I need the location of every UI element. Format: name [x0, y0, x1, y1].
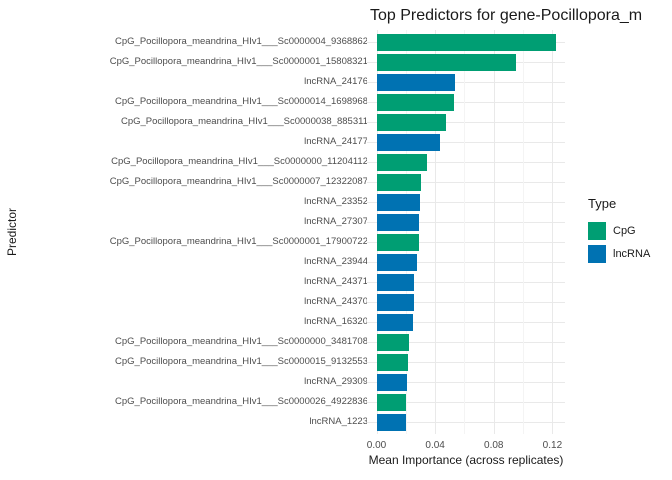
gridline-vertical-minor: [405, 30, 407, 434]
y-axis-labels: CpG_Pocillopora_meandrina_HIv1___Sc00000…: [109, 36, 368, 427]
plot-panel: [367, 30, 565, 434]
x-tick-label: 0.04: [425, 440, 445, 451]
y-tick-label: CpG_Pocillopora_meandrina_HIv1___Sc00000…: [115, 96, 368, 107]
legend-entry: CpG: [588, 222, 650, 240]
bar-lncrna: [376, 293, 414, 311]
bar-lncrna: [376, 213, 419, 231]
bar-lncrna: [376, 133, 440, 151]
bar-cpg: [376, 353, 408, 371]
y-tick-label: CpG_Pocillopora_meandrina_HIv1___Sc00000…: [115, 36, 368, 47]
y-tick-label: CpG_Pocillopora_meandrina_HIv1___Sc00000…: [109, 56, 368, 67]
y-tick-label: lncRNA_24176: [304, 76, 368, 87]
bar-lncrna: [376, 253, 417, 271]
gridline-horizontal: [367, 162, 565, 163]
gridline-horizontal: [367, 382, 565, 383]
bar-lncrna: [376, 313, 413, 331]
gridline-horizontal: [367, 342, 565, 343]
gridline-horizontal: [367, 262, 565, 263]
x-tick-label: 0.08: [484, 440, 504, 451]
legend-swatch-cpg: [588, 222, 606, 240]
y-tick-label: CpG_Pocillopora_meandrina_HIv1___Sc00000…: [111, 156, 368, 167]
gridline-horizontal: [367, 282, 565, 283]
gridline-horizontal: [367, 322, 565, 323]
gridline-horizontal: [367, 182, 565, 183]
bar-cpg: [376, 233, 419, 251]
legend-title: Type: [588, 196, 617, 211]
bar-lncrna: [376, 373, 407, 391]
gridline-vertical-major: [552, 30, 554, 434]
bar-cpg: [376, 153, 427, 171]
y-tick-label: CpG_Pocillopora_meandrina_HIv1___Sc00000…: [109, 236, 368, 247]
gridline-horizontal: [367, 102, 565, 103]
y-tick-label: CpG_Pocillopora_meandrina_HIv1___Sc00000…: [115, 336, 368, 347]
gridline-horizontal: [367, 122, 565, 123]
legend-label: CpG: [613, 225, 636, 237]
gridline-horizontal: [367, 222, 565, 223]
gridline-vertical-major: [435, 30, 437, 434]
y-tick-label: lncRNA_16320: [304, 316, 368, 327]
bar-cpg: [376, 113, 446, 131]
gridline-vertical-minor: [523, 30, 525, 434]
y-tick-label: lncRNA_24371: [304, 276, 368, 287]
y-tick-label: lncRNA_27307: [304, 216, 368, 227]
legend: Type CpG lncRNA: [588, 196, 650, 268]
bar-lncrna: [376, 273, 414, 291]
gridline-horizontal: [367, 302, 565, 303]
x-tick-label: 0.00: [366, 440, 387, 451]
gridline-horizontal: [367, 362, 565, 363]
legend-entries: CpG lncRNA: [588, 222, 650, 263]
gridline-horizontal: [367, 142, 565, 143]
y-tick-label: lncRNA_24177: [304, 136, 368, 147]
bar-lncrna: [376, 73, 455, 91]
gridline-horizontal: [367, 82, 565, 83]
gridline-horizontal: [367, 422, 565, 423]
gridline-horizontal: [367, 202, 565, 203]
bar-cpg: [376, 93, 454, 111]
bar-lncrna: [376, 413, 406, 431]
y-tick-label: lncRNA_23944: [304, 256, 368, 267]
bar-cpg: [376, 333, 409, 351]
bar-cpg: [376, 173, 421, 191]
y-tick-label: lncRNA_23352: [304, 196, 368, 207]
y-tick-label: CpG_Pocillopora_meandrina_HIv1___Sc00000…: [120, 116, 368, 127]
y-tick-label: CpG_Pocillopora_meandrina_HIv1___Sc00000…: [109, 176, 368, 187]
bar-cpg: [376, 33, 556, 51]
gridline-vertical-major: [493, 30, 495, 434]
plot-title: Top Predictors for gene-Pocillopora_m: [370, 7, 643, 24]
gridline-horizontal: [367, 402, 565, 403]
gridline-horizontal: [367, 242, 565, 243]
bar-cpg: [376, 53, 516, 71]
gridline-vertical-major: [376, 30, 378, 434]
gridline-vertical-minor: [464, 30, 466, 434]
y-tick-label: lncRNA_1223: [309, 416, 368, 427]
y-tick-label: lncRNA_24370: [304, 296, 368, 307]
legend-entry: lncRNA: [588, 245, 650, 263]
legend-swatch-lncrna: [588, 245, 606, 263]
bar-cpg: [376, 393, 406, 411]
y-tick-label: CpG_Pocillopora_meandrina_HIv1___Sc00000…: [115, 356, 368, 367]
y-tick-label: lncRNA_29309: [304, 376, 368, 387]
x-axis-title: Mean Importance (across replicates): [368, 453, 564, 467]
y-tick-label: CpG_Pocillopora_meandrina_HIv1___Sc00000…: [115, 396, 368, 407]
bar-lncrna: [376, 193, 420, 211]
x-tick-label: 0.12: [542, 440, 563, 451]
legend-label: lncRNA: [613, 248, 651, 260]
